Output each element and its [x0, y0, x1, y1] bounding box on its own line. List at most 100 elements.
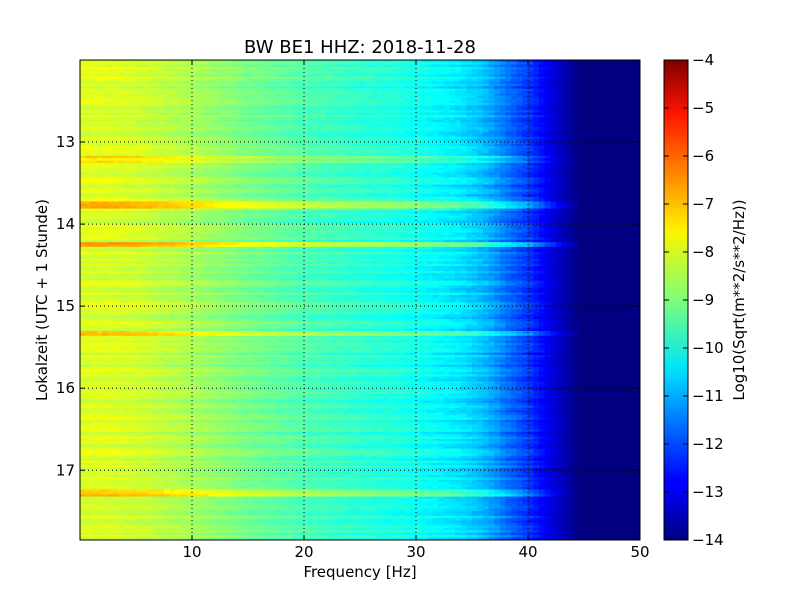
heatmap-cell: [253, 74, 260, 78]
heatmap-cell: [124, 100, 131, 104]
heatmap-cell: [421, 69, 428, 73]
heatmap-cell: [152, 146, 159, 150]
heatmap-cell: [550, 151, 557, 154]
heatmap-cell: [511, 95, 518, 99]
heatmap-cell: [471, 175, 478, 178]
heatmap-cell: [432, 158, 439, 162]
heatmap-cell: [219, 112, 226, 116]
heatmap-cell: [499, 175, 506, 178]
heatmap-cell: [387, 153, 394, 157]
heatmap-cell: [471, 134, 478, 138]
heatmap-cell: [158, 141, 165, 145]
heatmap-cell: [505, 71, 512, 75]
heatmap-cell: [219, 60, 226, 63]
heatmap-cell: [208, 153, 215, 157]
heatmap-cell: [124, 112, 131, 116]
heatmap-cell: [337, 95, 344, 99]
heatmap-cell: [415, 74, 422, 78]
heatmap-cell: [231, 129, 238, 133]
heatmap-cell: [203, 107, 210, 111]
heatmap-cell: [533, 175, 540, 178]
heatmap-cell: [606, 160, 613, 164]
heatmap-cell: [488, 88, 495, 92]
heatmap-cell: [449, 62, 456, 66]
heatmap-cell: [371, 163, 378, 166]
heatmap-cell: [628, 71, 635, 75]
heatmap-cell: [287, 155, 294, 159]
heatmap-cell: [175, 71, 182, 75]
heatmap-cell: [449, 136, 456, 140]
heatmap-cell: [119, 100, 126, 104]
heatmap-cell: [359, 151, 366, 154]
heatmap-cell: [634, 79, 640, 82]
heatmap-cell: [119, 158, 126, 162]
heatmap-cell: [522, 112, 529, 116]
heatmap-cell: [158, 158, 165, 162]
heatmap-cell: [404, 98, 411, 102]
heatmap-cell: [124, 79, 131, 82]
heatmap-cell: [264, 131, 271, 135]
heatmap-cell: [175, 60, 182, 63]
heatmap-cell: [231, 122, 238, 126]
heatmap-cell: [455, 110, 462, 114]
heatmap-cell: [225, 151, 232, 154]
heatmap-cell: [147, 172, 154, 176]
heatmap-cell: [214, 67, 221, 70]
heatmap-cell: [572, 95, 579, 99]
heatmap-cell: [393, 105, 400, 109]
heatmap-cell: [119, 139, 126, 142]
heatmap-cell: [287, 124, 294, 128]
heatmap-cell: [432, 98, 439, 102]
heatmap-cell: [595, 155, 602, 159]
heatmap-cell: [158, 95, 165, 99]
heatmap-cell: [477, 129, 484, 133]
heatmap-cell: [606, 112, 613, 116]
heatmap-cell: [331, 115, 338, 118]
heatmap-cell: [309, 155, 316, 159]
heatmap-cell: [438, 60, 445, 63]
heatmap-cell: [460, 122, 467, 126]
heatmap-cell: [331, 151, 338, 154]
heatmap-cell: [197, 165, 204, 169]
heatmap-cell: [606, 98, 613, 102]
heatmap-cell: [583, 134, 590, 138]
heatmap-cell: [130, 71, 137, 75]
heatmap-cell: [578, 62, 585, 66]
heatmap-cell: [600, 93, 607, 97]
heatmap-cell: [208, 155, 215, 159]
heatmap-cell: [247, 60, 254, 63]
heatmap-cell: [113, 76, 120, 80]
heatmap-cell: [460, 117, 467, 121]
heatmap-cell: [191, 71, 198, 75]
heatmap-cell: [533, 151, 540, 154]
heatmap-cell: [561, 136, 568, 140]
heatmap-cell: [259, 81, 266, 85]
heatmap-cell: [511, 141, 518, 145]
heatmap-cell: [421, 141, 428, 145]
heatmap-cell: [555, 81, 562, 85]
heatmap-cell: [337, 60, 344, 63]
heatmap-cell: [354, 172, 361, 176]
heatmap-cell: [343, 158, 350, 162]
heatmap-cell: [253, 148, 260, 152]
heatmap-cell: [186, 158, 193, 162]
heatmap-cell: [354, 141, 361, 145]
heatmap-cell: [399, 100, 406, 104]
heatmap-cell: [315, 69, 322, 73]
heatmap-cell: [292, 105, 299, 109]
heatmap-cell: [550, 177, 557, 181]
heatmap-cell: [141, 158, 148, 162]
heatmap-cell: [141, 95, 148, 99]
heatmap-cell: [309, 71, 316, 75]
heatmap-cell: [371, 119, 378, 123]
heatmap-cell: [399, 129, 406, 133]
heatmap-cell: [421, 160, 428, 164]
heatmap-cell: [404, 143, 411, 147]
heatmap-cell: [169, 141, 176, 145]
heatmap-cell: [611, 170, 618, 174]
heatmap-cell: [270, 165, 277, 169]
heatmap-cell: [443, 167, 450, 171]
heatmap-cell: [102, 122, 109, 126]
heatmap-cell: [567, 129, 574, 133]
heatmap-cell: [80, 69, 86, 73]
